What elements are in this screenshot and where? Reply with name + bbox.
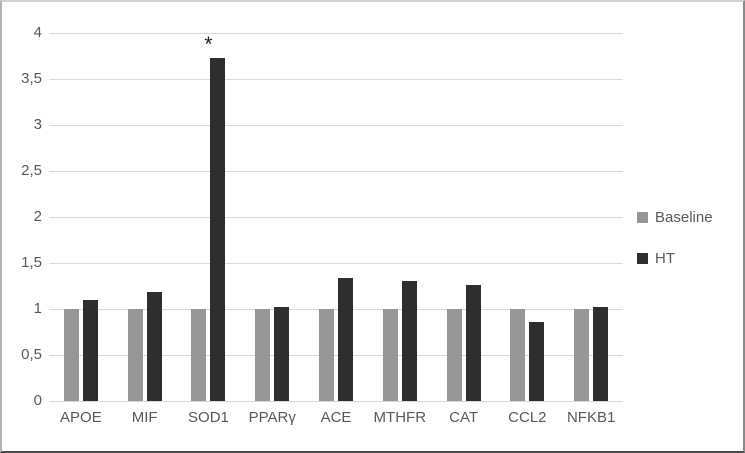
bar-ht-mif	[146, 291, 162, 401]
x-tick-label-ccl2: CCL2	[508, 409, 547, 426]
bar-ht-ace	[338, 277, 354, 401]
bar-ht-cat	[465, 285, 481, 401]
bar-baseline-mif	[127, 309, 143, 401]
bar-baseline-cat	[446, 309, 462, 401]
legend-item-baseline: Baseline	[637, 208, 713, 226]
bar-group-mif	[113, 33, 177, 401]
y-axis: 4 3,5 3 2,5 2 1,5 1 0,5 0	[2, 2, 42, 451]
x-tick-label-cat: CAT	[449, 409, 479, 426]
bar-group-pparγ	[240, 33, 304, 401]
x-tick-label-sod1: SOD1	[188, 409, 229, 426]
bar-groups: *	[49, 33, 623, 401]
gridline	[49, 217, 623, 218]
bar-group-mthfr	[368, 33, 432, 401]
gridline	[49, 171, 623, 172]
bar-baseline-ace	[319, 309, 335, 401]
y-tick-label: 1	[33, 300, 42, 317]
x-tick-label-mif: MIF	[131, 409, 158, 426]
bar-ht-ccl2	[529, 321, 545, 401]
bar-group-cat	[432, 33, 496, 401]
bar-group-sod1: *	[177, 33, 241, 401]
y-tick-label: 0	[33, 392, 42, 409]
bar-baseline-pparγ	[255, 309, 271, 401]
plot-area: *	[49, 33, 623, 402]
bar-baseline-ccl2	[510, 309, 526, 401]
gridline	[49, 79, 623, 80]
y-tick-label: 2	[33, 208, 42, 225]
bar-ht-pparγ	[274, 307, 290, 401]
legend-swatch-baseline	[637, 211, 648, 223]
y-tick-label: 1,5	[21, 254, 42, 271]
bar-group-nfkb1	[559, 33, 623, 401]
bar-group-apoe	[49, 33, 113, 401]
bar-baseline-sod1	[191, 309, 207, 401]
bar-group-ccl2	[495, 33, 559, 401]
x-tick-label-pparγ: PPARγ	[248, 409, 296, 426]
y-tick-label: 0,5	[21, 346, 42, 363]
bar-baseline-apoe	[63, 309, 79, 401]
gridline	[49, 355, 623, 356]
bar-baseline-nfkb1	[574, 309, 590, 401]
x-axis: APOE MIF SOD1 PPARγ ACE MTHFR CAT CCL2 NFKB1	[49, 409, 623, 426]
x-tick-label-ace: ACE	[320, 409, 352, 426]
bar-group-ace	[304, 33, 368, 401]
bar-ht-sod1	[210, 57, 226, 401]
y-tick-label: 2,5	[21, 162, 42, 179]
gridline	[49, 33, 623, 34]
legend-label: HT	[655, 249, 675, 267]
legend: Baseline HT	[637, 209, 713, 291]
significance-asterisk: *	[204, 32, 213, 56]
gridline	[49, 263, 623, 264]
y-tick-label: 3	[33, 116, 42, 133]
bar-ht-apoe	[82, 299, 98, 401]
legend-swatch-ht	[637, 252, 648, 264]
x-tick-label-mthfr: MTHFR	[373, 409, 427, 426]
gridline	[49, 125, 623, 126]
legend-label: Baseline	[655, 208, 713, 226]
gridline	[49, 401, 623, 402]
legend-item-ht: HT	[637, 249, 713, 267]
y-tick-label: 4	[33, 24, 42, 41]
x-tick-label-apoe: APOE	[60, 409, 102, 426]
y-tick-label: 3,5	[21, 70, 42, 87]
gridline	[49, 309, 623, 310]
bar-ht-nfkb1	[593, 307, 609, 401]
bar-baseline-mthfr	[382, 309, 398, 401]
bar-ht-mthfr	[401, 281, 417, 401]
x-tick-label-nfkb1: NFKB1	[566, 409, 616, 426]
